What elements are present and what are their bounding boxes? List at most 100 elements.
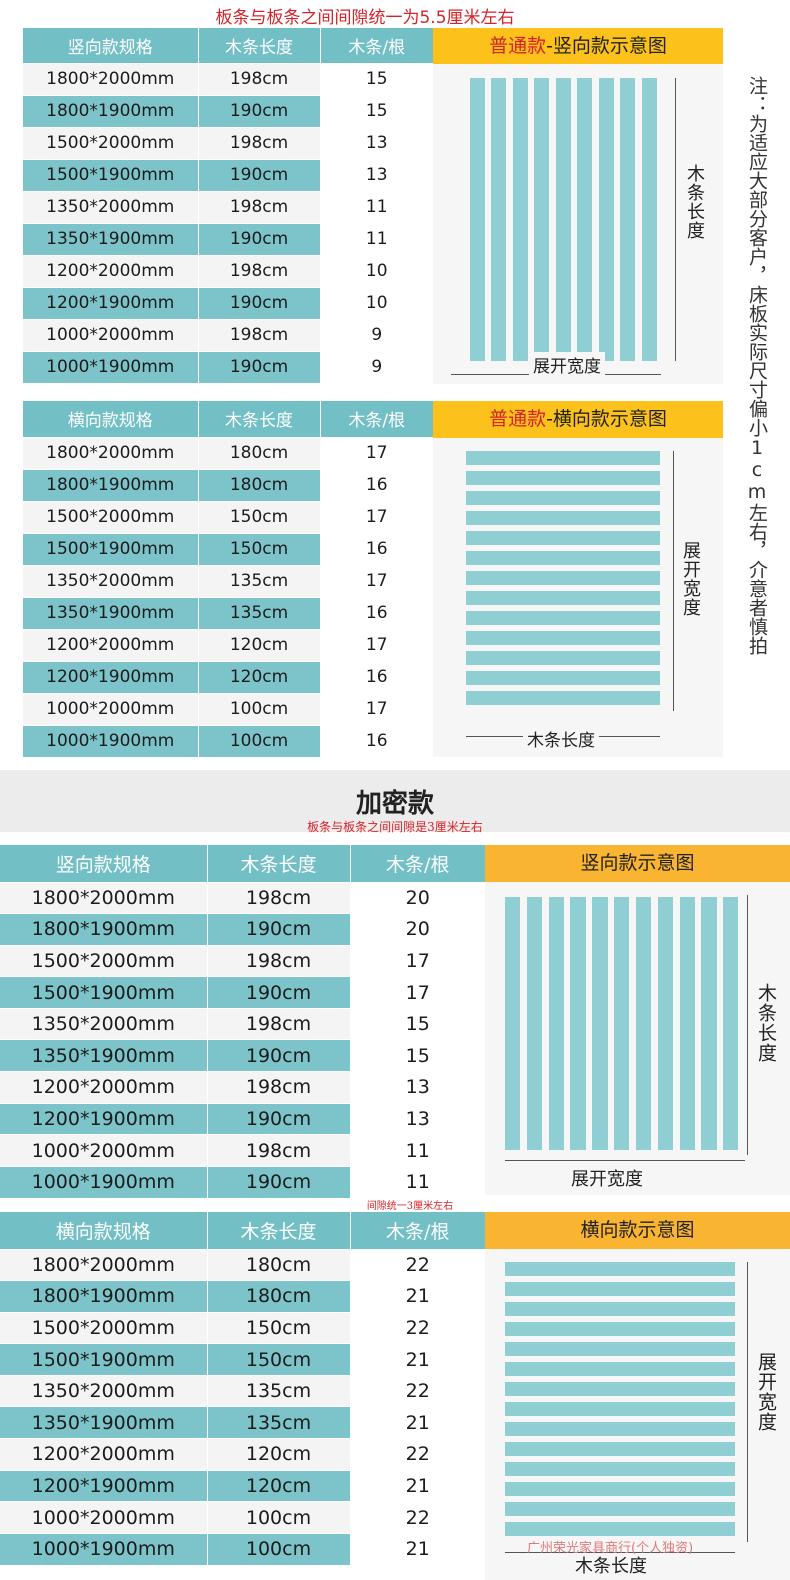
table-row: 1000*2000mm 100cm 17 xyxy=(23,692,433,725)
slat xyxy=(641,78,657,361)
table-row: 1800*2000mm 180cm 22 xyxy=(0,1248,485,1281)
table-cell: 1800*1900mm xyxy=(23,94,198,127)
table-row: 1500*2000mm 150cm 17 xyxy=(23,500,433,533)
table-cell: 1200*1900mm xyxy=(23,660,198,693)
table-cell: 15 xyxy=(349,1007,485,1040)
table-cell: 22 xyxy=(349,1311,485,1344)
spec-table-vertical-standard: 竖向款规格 木条长度 木条/根 1800*2000mm 198cm 15 1800*1900… xyxy=(23,28,433,383)
table-cell: 1200*1900mm xyxy=(0,1469,207,1502)
slat xyxy=(505,1262,735,1277)
table-cell: 20 xyxy=(349,913,485,946)
slat xyxy=(491,78,507,361)
table-cell: 13 xyxy=(349,1071,485,1104)
table-cell: 16 xyxy=(319,596,433,629)
slat xyxy=(466,451,660,466)
table-cell: 1000*1900mm xyxy=(23,350,198,383)
table-row: 1800*2000mm 198cm 15 xyxy=(23,62,433,95)
table-cell: 10 xyxy=(319,286,433,319)
dimension-line-bottom xyxy=(505,1160,745,1161)
side-dimension-label: 展开宽度 xyxy=(680,541,701,617)
table-cell: 1800*2000mm xyxy=(23,436,198,469)
spec-table-horizontal-standard: 横向款规格 木条长度 木条/根 1800*2000mm 180cm 17 1800*1900… xyxy=(23,401,433,757)
table-cell: 100cm xyxy=(206,1501,350,1534)
table-cell: 198cm xyxy=(197,318,320,351)
table-row: 1500*1900mm 150cm 21 xyxy=(0,1343,485,1376)
spec-table-vertical-dense: 竖向款规格 木条长度 木条/根 1800*2000mm 198cm 20 1800*1900… xyxy=(0,845,485,1198)
slat xyxy=(657,897,673,1150)
table-cell: 1350*1900mm xyxy=(23,596,198,629)
slat xyxy=(555,78,571,361)
table-cell: 190cm xyxy=(197,94,320,127)
slat xyxy=(470,78,485,361)
table-cell: 13 xyxy=(349,1102,485,1135)
slat xyxy=(534,78,550,361)
table-row: 1800*1900mm 190cm 15 xyxy=(23,94,433,127)
table-cell: 1500*2000mm xyxy=(23,500,198,533)
table-cell: 120cm xyxy=(197,628,320,661)
shop-watermark: 广州荣光家具商行(个人独资) xyxy=(527,1541,694,1556)
table-cell: 15 xyxy=(319,62,433,95)
table-cell: 190cm xyxy=(206,913,350,946)
table-cell: 1000*2000mm xyxy=(0,1134,207,1167)
table-row: 1500*1900mm 150cm 16 xyxy=(23,532,433,565)
slat xyxy=(570,897,586,1150)
bottom-dimension-label: 展开宽度 xyxy=(529,352,605,377)
section-band xyxy=(0,770,790,832)
slat-group xyxy=(466,451,660,711)
slat xyxy=(505,1342,735,1357)
column-header: 竖向款规格 xyxy=(23,28,198,63)
table-cell: 22 xyxy=(349,1501,485,1534)
slat xyxy=(577,78,593,361)
table-cell: 1200*1900mm xyxy=(23,286,198,319)
table-cell: 21 xyxy=(349,1343,485,1376)
slat xyxy=(505,1302,735,1317)
table-cell: 198cm xyxy=(197,126,320,159)
table-row: 1500*2000mm 198cm 17 xyxy=(0,944,485,977)
table-row: 1800*2000mm 180cm 17 xyxy=(23,436,433,469)
slat xyxy=(466,511,660,526)
table-row: 1000*1900mm 190cm 9 xyxy=(23,350,433,383)
slat xyxy=(548,897,564,1150)
table-cell: 1500*2000mm xyxy=(0,944,207,977)
table-cell: 11 xyxy=(319,222,433,255)
slat xyxy=(505,1462,735,1477)
table-cell: 1000*2000mm xyxy=(0,1501,207,1534)
slat xyxy=(466,471,660,486)
slat-group xyxy=(505,1262,735,1542)
table-cell: 1800*1900mm xyxy=(23,468,198,501)
table-cell: 190cm xyxy=(206,1102,350,1135)
section-title: 加密款 xyxy=(355,789,434,819)
table-row: 1350*1900mm 190cm 15 xyxy=(0,1039,485,1072)
table-cell: 1500*1900mm xyxy=(0,1343,207,1376)
table-cell: 16 xyxy=(319,468,433,501)
slat xyxy=(466,491,660,506)
table-cell: 1000*1900mm xyxy=(0,1532,207,1565)
table-row: 1000*2000mm 100cm 22 xyxy=(0,1501,485,1534)
slat xyxy=(505,1382,735,1397)
table-cell: 120cm xyxy=(206,1438,350,1471)
table-row: 1350*2000mm 198cm 11 xyxy=(23,190,433,223)
dimension-line-right xyxy=(747,1262,748,1542)
diagram-title: 普通款-竖向款示意图 xyxy=(433,28,723,64)
table-row: 1500*1900mm 190cm 13 xyxy=(23,158,433,191)
side-dimension-label: 木条长度 xyxy=(684,164,705,240)
column-header: 木条/根 xyxy=(319,401,433,437)
slat xyxy=(723,897,739,1150)
diagram-title-red: 普通款 xyxy=(489,35,547,57)
side-dimension-label: 木条长度 xyxy=(755,983,777,1063)
table-row: 1200*2000mm 120cm 17 xyxy=(23,628,433,661)
table-cell: 1200*1900mm xyxy=(0,1102,207,1135)
table-cell: 1000*1900mm xyxy=(23,724,198,757)
table-cell: 198cm xyxy=(206,1134,350,1167)
table-row: 1800*1900mm 190cm 20 xyxy=(0,913,485,946)
table-cell: 20 xyxy=(349,881,485,914)
bottom-dimension-label: 展开宽度 xyxy=(571,1169,643,1190)
table-cell: 1500*1900mm xyxy=(0,976,207,1009)
side-note: 注：为适应大部分客户，床板实际尺寸偏小1cm左右，介意者慎拍 xyxy=(746,76,768,655)
table-cell: 21 xyxy=(349,1406,485,1439)
diagram-vertical-dense: 竖向款示意图 木条长度 展开宽度 xyxy=(485,845,790,1195)
table-cell: 16 xyxy=(319,532,433,565)
slat xyxy=(505,1362,735,1377)
table-cell: 1000*1900mm xyxy=(0,1165,207,1198)
table-cell: 190cm xyxy=(206,1165,350,1198)
